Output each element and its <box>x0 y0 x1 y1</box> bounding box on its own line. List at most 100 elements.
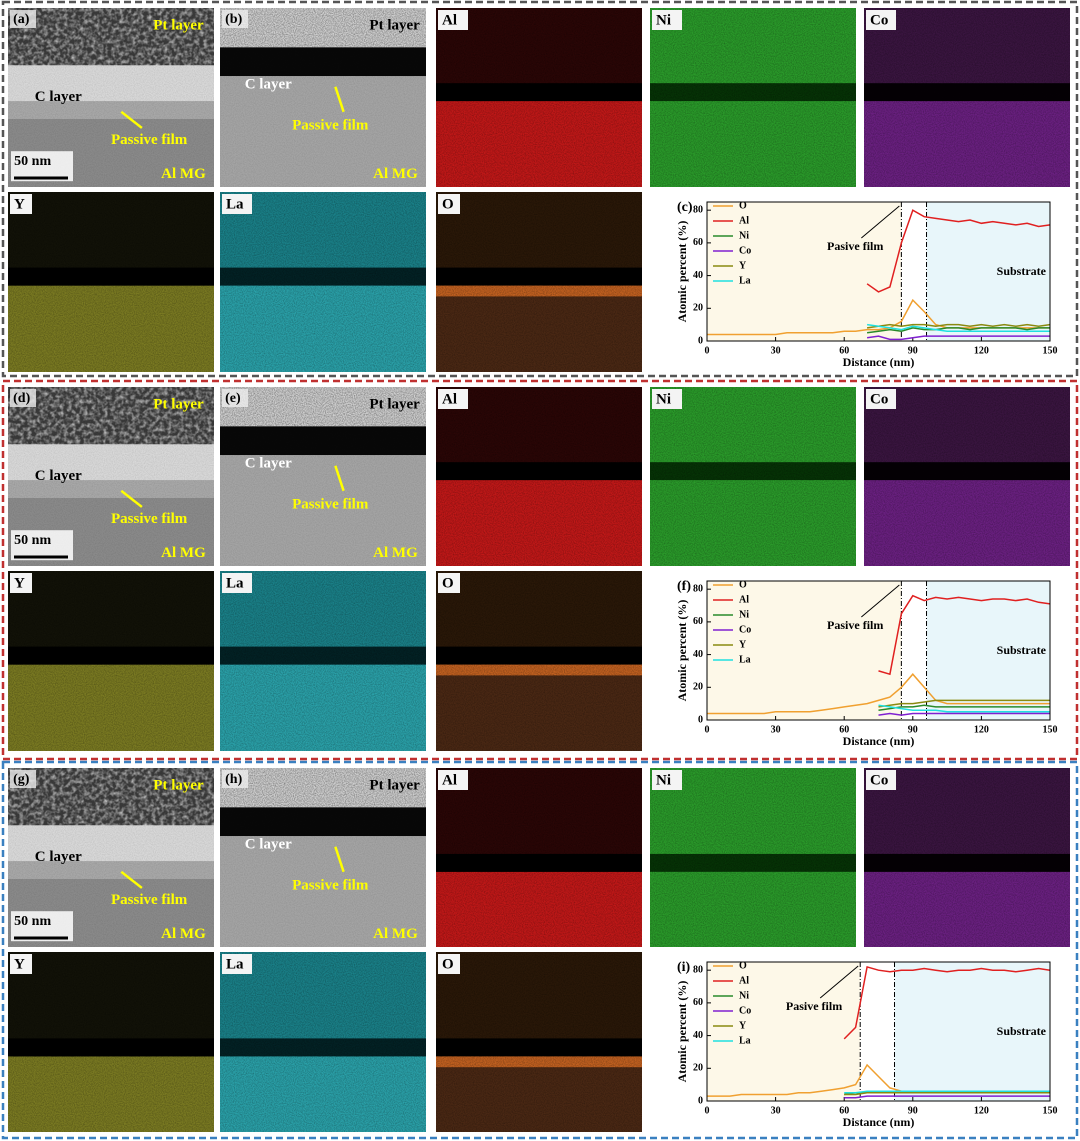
y-tick-label: 60 <box>693 997 703 1008</box>
x-axis-label: Distance (nm) <box>843 1115 915 1129</box>
x-tick-label: 0 <box>705 345 710 356</box>
region-substrate <box>894 962 1050 1101</box>
label-box <box>438 573 460 593</box>
annotation: Substrate <box>997 264 1047 278</box>
series-line <box>878 699 1050 708</box>
label-box <box>222 389 248 407</box>
series-line <box>866 209 1051 293</box>
annotation: Pasive film <box>786 999 842 1013</box>
x-axis-label: Distance (nm) <box>843 734 915 748</box>
map-label: La <box>226 956 244 972</box>
label-box <box>652 389 682 409</box>
map-label: O <box>442 575 454 591</box>
element-map: Al <box>436 768 642 947</box>
texture <box>864 387 1070 566</box>
plot-frame <box>706 201 1051 342</box>
x-tick-label: 30 <box>771 724 781 735</box>
micrograph: (e) Pt layer C layer Passive film Al MG <box>220 387 426 566</box>
annotation-arrow <box>861 584 900 618</box>
region-substrate <box>926 581 1050 720</box>
y-tick-label: 60 <box>693 237 703 248</box>
x-tick-label: 30 <box>771 1105 781 1116</box>
label-box <box>438 10 468 30</box>
micrograph-label: Al MG <box>373 926 418 942</box>
map-label: Y <box>14 575 25 591</box>
legend-label: Co <box>739 1005 751 1016</box>
legend-label: Al <box>739 975 749 986</box>
map-label: Ni <box>656 391 671 407</box>
micrograph: (h) Pt layer C layer Passive film Al MG <box>220 768 426 947</box>
texture <box>8 571 214 751</box>
map-label: Co <box>870 391 888 407</box>
label-box <box>866 770 896 790</box>
texture <box>864 8 1070 187</box>
y-tick-label: 80 <box>693 964 703 975</box>
x-tick-label: 120 <box>974 1105 989 1116</box>
series-line <box>844 1090 1050 1094</box>
y-tick-label: 40 <box>693 1030 703 1041</box>
texture <box>220 387 426 566</box>
map-label: La <box>226 196 244 212</box>
label-box <box>438 194 460 214</box>
element-map: Al <box>436 8 642 187</box>
label-box <box>222 194 252 214</box>
micrograph-label: (h) <box>225 772 242 787</box>
micrograph-label: Passive film <box>111 892 188 908</box>
series-line <box>844 1092 1050 1096</box>
legend-label: La <box>739 1035 751 1046</box>
element-map: Ni <box>650 387 856 566</box>
y-tick-label: 60 <box>693 616 703 627</box>
micrograph-label: (e) <box>225 391 241 406</box>
legend-label: Y <box>739 260 747 271</box>
texture <box>650 768 856 947</box>
micrograph-label: (g) <box>13 772 30 787</box>
y-tick-label: 20 <box>693 303 703 314</box>
region-substrate <box>926 202 1050 341</box>
x-tick-label: 30 <box>771 345 781 356</box>
x-tick-label: 90 <box>908 1105 918 1116</box>
micrograph: (g) Pt layer C layer Passive film 50 nm Al MG <box>8 768 214 947</box>
x-tick-label: 60 <box>839 1105 849 1116</box>
micrograph-label: Al MG <box>161 545 206 561</box>
texture <box>864 768 1070 947</box>
texture <box>436 768 642 947</box>
micrograph-label: Passive film <box>111 132 188 148</box>
arrow <box>334 846 345 873</box>
micrograph-label: 50 nm <box>14 914 51 929</box>
micrograph-label: Passive film <box>111 511 188 527</box>
map-label: Al <box>442 772 457 788</box>
y-tick-label: 20 <box>693 682 703 693</box>
texture <box>650 8 856 187</box>
y-axis-label: Atomic percent (%) <box>675 600 689 702</box>
y-tick-label: 80 <box>693 583 703 594</box>
micrograph-label: C layer <box>245 76 292 92</box>
micrograph-label: (b) <box>225 12 242 27</box>
micrograph: (d) Pt layer C layer Passive film 50 nm Al MG <box>8 387 214 566</box>
series-line <box>844 1095 1050 1099</box>
chart-label: (c) <box>677 200 693 215</box>
y-tick-label: 0 <box>698 335 703 346</box>
element-map: Co <box>864 8 1070 187</box>
map-label: Al <box>442 391 457 407</box>
element-map: Ni <box>650 8 856 187</box>
annotation: Substrate <box>997 643 1047 657</box>
annotation: Substrate <box>997 1024 1047 1038</box>
element-map: La <box>220 571 426 751</box>
micrograph-label: C layer <box>35 89 82 105</box>
map-label: Y <box>14 956 25 972</box>
label-box <box>652 10 682 30</box>
element-map: La <box>220 952 426 1132</box>
region-film <box>707 202 902 341</box>
series-line <box>866 323 1051 329</box>
y-tick-label: 40 <box>693 649 703 660</box>
x-tick-label: 90 <box>908 345 918 356</box>
plot-frame <box>706 961 1051 1102</box>
label-box <box>10 389 36 407</box>
label-box <box>222 10 248 28</box>
micrograph-label: 50 nm <box>14 533 51 548</box>
arrow <box>120 110 143 129</box>
texture <box>436 8 642 187</box>
element-map: O <box>436 571 642 751</box>
series-line <box>843 965 1051 1040</box>
